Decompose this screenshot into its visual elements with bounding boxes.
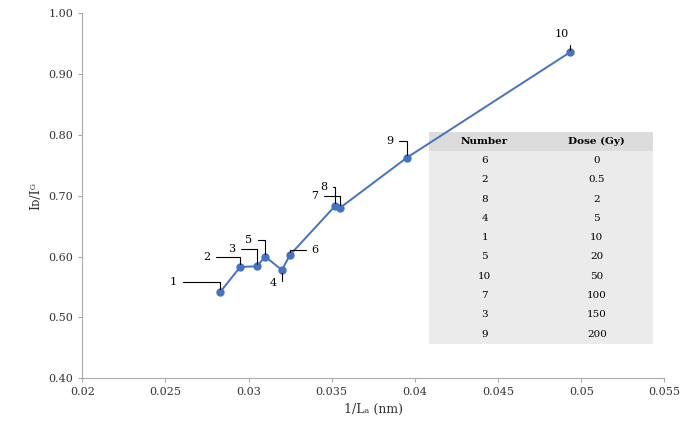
Y-axis label: Iᴅ/Iᴳ: Iᴅ/Iᴳ (29, 181, 42, 210)
Text: 10: 10 (554, 29, 570, 50)
Text: 5: 5 (245, 234, 265, 254)
Text: 8: 8 (320, 181, 335, 203)
Text: 7: 7 (312, 190, 340, 205)
Text: 6: 6 (290, 246, 319, 255)
Text: 4: 4 (270, 273, 282, 289)
Text: 9: 9 (386, 136, 407, 155)
Text: 2: 2 (203, 252, 240, 264)
Text: 1: 1 (170, 277, 221, 289)
X-axis label: 1/Lₐ (nm): 1/Lₐ (nm) (344, 403, 403, 416)
Text: 3: 3 (228, 244, 257, 264)
